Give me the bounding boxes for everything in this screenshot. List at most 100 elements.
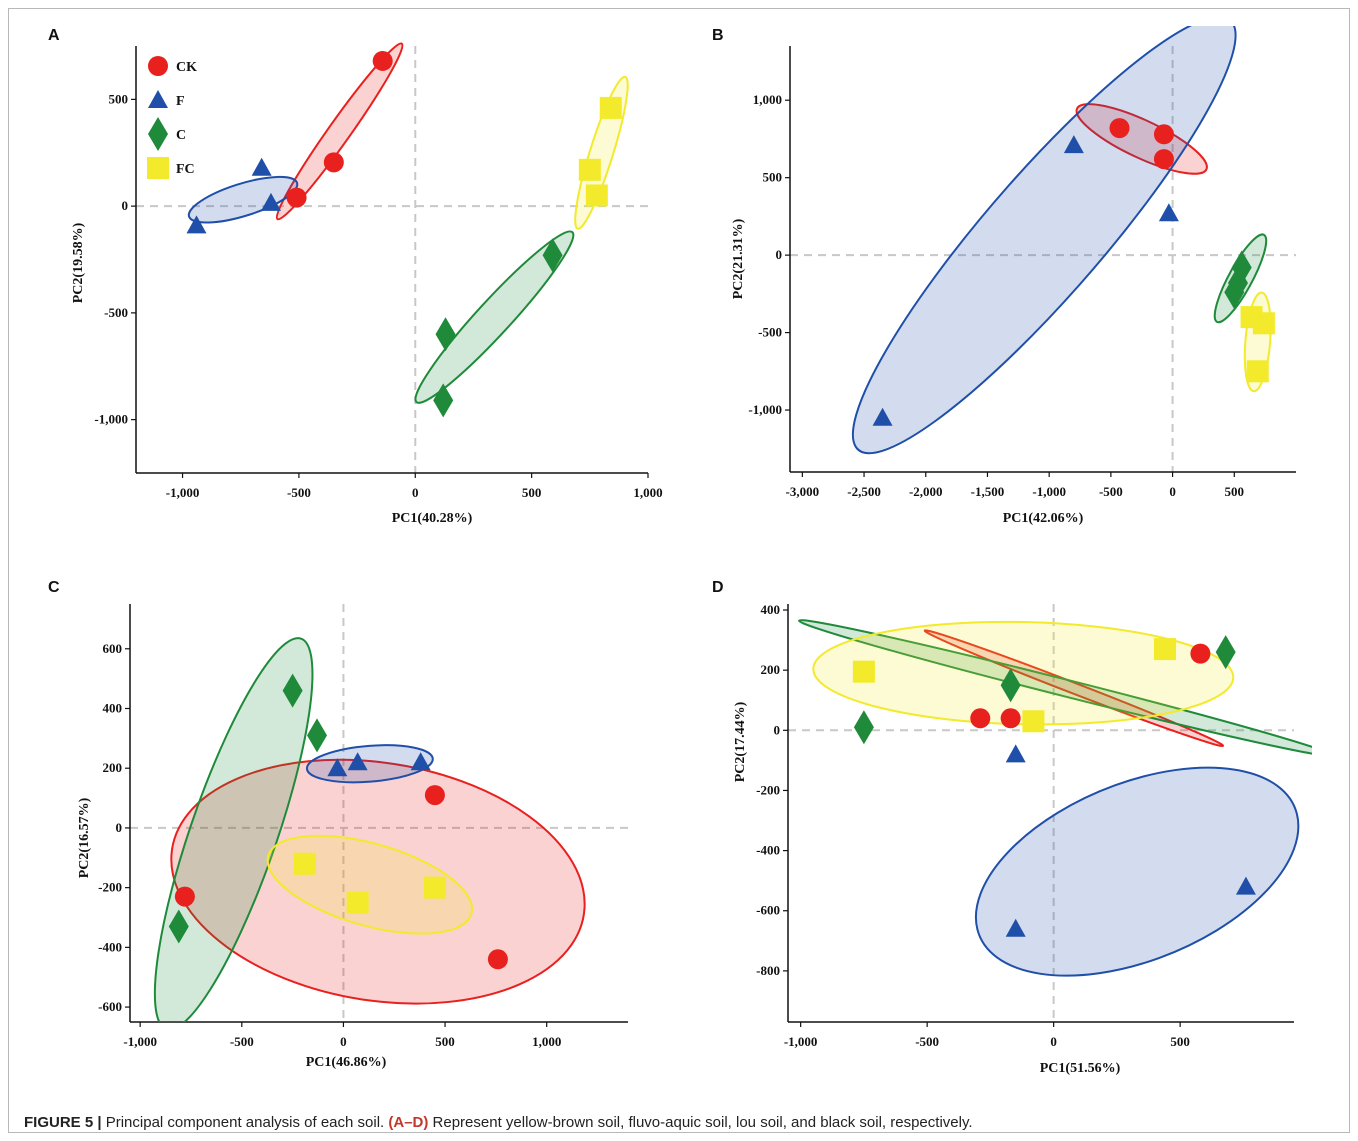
y-tick-label: 500	[109, 91, 129, 106]
ellipse-ck	[164, 736, 591, 1027]
figure-caption: FIGURE 5 | Principal component analysis …	[24, 1114, 1334, 1131]
point-f	[260, 192, 281, 211]
x-tick-label: 1,000	[633, 485, 662, 500]
point-fc	[293, 852, 316, 875]
y-tick-label: 400	[761, 602, 781, 617]
panel-d: D -1,000 -500 0 500 400 200 0 -200 -400 -600 -800 PC…	[712, 579, 1319, 1076]
y-axis-title: PC2(17.44%)	[733, 701, 748, 782]
point-c	[1215, 635, 1236, 670]
ellipse-c	[128, 612, 340, 1022]
y-tick-label: -600	[756, 903, 780, 918]
point-fc	[1022, 710, 1045, 733]
point-f	[327, 758, 348, 777]
point-f	[1005, 744, 1026, 763]
legend-label-f: F	[176, 94, 185, 109]
x-tick-label: -500	[287, 485, 311, 500]
x-tick-label: -1,500	[971, 484, 1005, 499]
caption-keys: (A–D)	[388, 1114, 429, 1131]
x-tick-label: 0	[340, 1034, 347, 1049]
y-tick-label: 1,000	[753, 92, 782, 107]
point-f	[1005, 918, 1026, 937]
point-c	[1000, 668, 1021, 703]
point-f	[872, 407, 893, 426]
ellipse-f	[183, 168, 302, 232]
point-ck	[174, 886, 195, 907]
x-tick-label: -2,500	[847, 484, 881, 499]
x-axis-title: PC1(42.06%)	[1003, 511, 1084, 526]
x-tick-label: 0	[1169, 484, 1176, 499]
y-tick-label: 600	[103, 641, 123, 656]
caption-label: FIGURE 5 |	[24, 1114, 102, 1131]
y-tick-label: 400	[103, 701, 123, 716]
point-c	[433, 383, 454, 418]
y-tick-label: -200	[98, 880, 122, 895]
y-tick-label: -1,000	[94, 412, 128, 427]
point-f	[251, 157, 272, 176]
panel-b: B -3,000 -2,500 -2,000 -1,500 -1,000 -500 0 500 1…	[712, 26, 1296, 526]
point-ck	[1190, 643, 1211, 664]
point-fc	[423, 876, 446, 899]
point-ck	[286, 187, 307, 208]
point-c	[168, 909, 189, 944]
y-tick-label: 0	[116, 820, 123, 835]
x-tick-label: -1,000	[123, 1034, 157, 1049]
y-tick-label: -800	[756, 963, 780, 978]
point-ck	[1153, 149, 1174, 170]
point-f	[347, 752, 368, 771]
point-ck	[372, 50, 393, 71]
point-c	[435, 317, 456, 352]
point-ck	[487, 949, 508, 970]
x-tick-label: -500	[915, 1034, 939, 1049]
point-ck	[323, 152, 344, 173]
y-tick-label: -400	[756, 843, 780, 858]
panel-letter: A	[48, 27, 60, 44]
legend-label-fc: FC	[176, 162, 195, 177]
point-fc	[1252, 312, 1275, 335]
legend-marker-ck	[148, 56, 168, 76]
x-axis-title: PC1(40.28%)	[392, 511, 473, 526]
legend-label-ck: CK	[176, 60, 197, 75]
y-tick-label: 500	[763, 170, 783, 185]
x-axis-title: PC1(51.56%)	[1040, 1061, 1121, 1076]
point-c	[282, 673, 303, 708]
panel-letter: C	[48, 579, 60, 596]
ellipse-f	[955, 727, 1319, 1016]
point-c	[307, 718, 328, 753]
x-tick-label: 0	[1050, 1034, 1057, 1049]
y-tick-label: 0	[122, 198, 129, 213]
point-ck	[1153, 124, 1174, 145]
point-f	[1235, 876, 1256, 895]
point-fc	[346, 891, 369, 914]
y-tick-label: 200	[761, 662, 781, 677]
x-tick-label: -2,000	[909, 484, 943, 499]
point-c	[542, 238, 563, 273]
y-tick-label: 0	[776, 247, 783, 262]
y-tick-label: -500	[104, 305, 128, 320]
point-ck	[424, 785, 445, 806]
y-tick-label: -400	[98, 939, 122, 954]
x-tick-label: 1,000	[532, 1034, 561, 1049]
point-fc	[585, 184, 608, 207]
y-tick-label: -600	[98, 999, 122, 1014]
caption-text-1: Principal component analysis of each soi…	[101, 1114, 389, 1131]
point-f	[1063, 135, 1084, 154]
point-fc	[578, 158, 601, 181]
panel-a: A -1,000 -500 0 500 1,000 500 0 -500 -1,000 PC1(40…	[48, 27, 663, 526]
confidence-ellipses	[128, 612, 592, 1027]
x-tick-label: -3,000	[786, 484, 820, 499]
panel-letter: B	[712, 27, 724, 44]
point-c	[853, 710, 874, 745]
x-tick-label: 500	[435, 1034, 455, 1049]
point-ck	[1000, 708, 1021, 729]
ellipse-ck	[268, 38, 411, 225]
point-fc	[599, 96, 622, 119]
x-tick-label: -500	[1099, 484, 1123, 499]
y-tick-label: 200	[103, 760, 123, 775]
y-axis-title: PC2(16.57%)	[77, 797, 92, 878]
figure-frame	[8, 8, 1350, 1133]
caption-text-2: Represent yellow-brown soil, fluvo-aquic…	[428, 1114, 973, 1131]
point-ck	[970, 708, 991, 729]
legend-label-c: C	[176, 128, 186, 143]
